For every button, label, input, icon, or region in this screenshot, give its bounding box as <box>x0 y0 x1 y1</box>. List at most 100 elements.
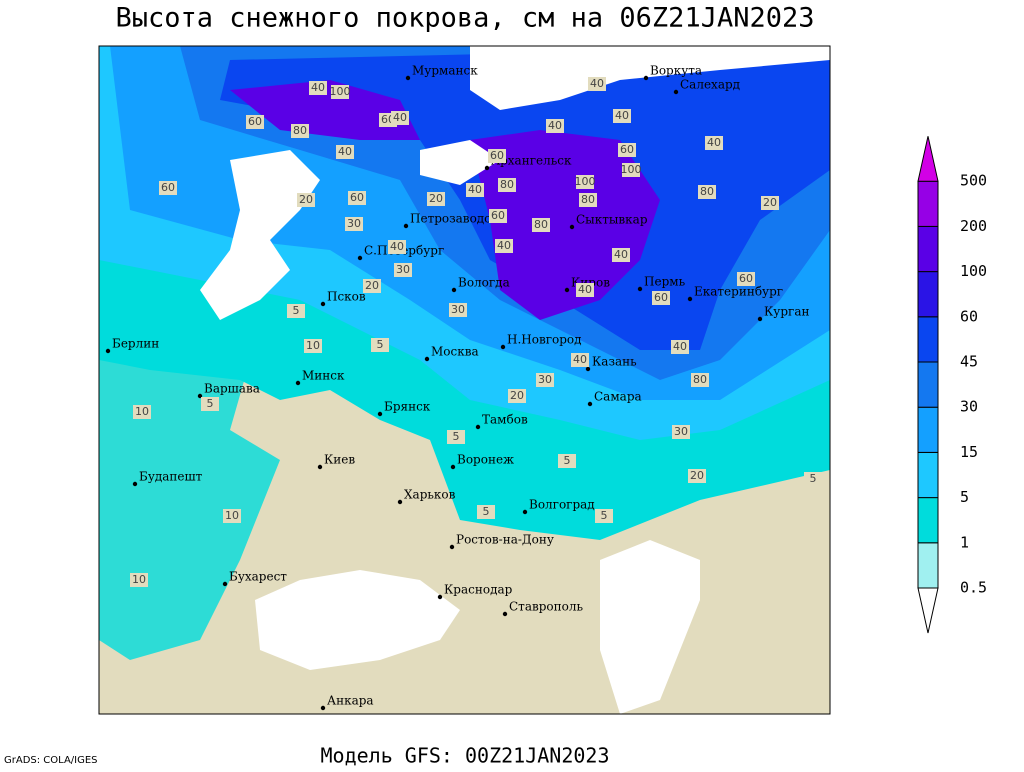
city-label: Будапешт <box>139 470 203 484</box>
contour-label-box <box>705 136 723 150</box>
city-label: Салехард <box>680 78 740 92</box>
contour-label: 100 <box>575 175 596 188</box>
city-dot <box>424 356 430 362</box>
contour-label: 40 <box>615 109 629 122</box>
contour-label: 5 <box>207 397 214 410</box>
contour-label-box <box>388 240 406 254</box>
colorbar-label: 5 <box>960 488 969 506</box>
city-label: Тамбов <box>482 413 528 427</box>
contour-label-box <box>737 272 755 286</box>
contour-label: 40 <box>497 239 511 252</box>
city-label: Ставрополь <box>509 600 583 614</box>
colorbar-label: 500 <box>960 172 987 190</box>
city-label: Варшава <box>204 382 260 396</box>
contour-label-box <box>477 505 495 519</box>
city-dot <box>437 594 443 600</box>
contour-label-box <box>287 304 305 318</box>
contour-label: 5 <box>377 338 384 351</box>
contour-label: 20 <box>299 193 313 206</box>
snow-100 <box>470 130 660 320</box>
contour-label-box <box>495 239 513 253</box>
contour-label: 10 <box>135 405 149 418</box>
city-label: Мурманск <box>412 64 478 78</box>
contour-label-box <box>671 340 689 354</box>
city-label: Самара <box>594 390 642 404</box>
contour-label: 40 <box>548 119 562 132</box>
contour-label-box <box>291 124 309 138</box>
baltic-sea <box>200 150 320 320</box>
contour-label-box <box>466 183 484 197</box>
contour-label: 40 <box>673 340 687 353</box>
contour-label-box <box>618 143 636 157</box>
city-dot <box>132 481 138 487</box>
contour-label: 100 <box>330 85 351 98</box>
contour-label-box <box>348 191 366 205</box>
colorbar-band <box>917 271 939 318</box>
contour-label-box <box>588 77 606 91</box>
contour-label-box <box>579 193 597 207</box>
contour-label: 5 <box>483 505 490 518</box>
city-dot <box>377 411 383 417</box>
contour-label: 40 <box>614 248 628 261</box>
contour-label: 60 <box>248 115 262 128</box>
contour-label-box <box>159 181 177 195</box>
contour-label-box <box>672 425 690 439</box>
contour-label-box <box>595 509 613 523</box>
city-dot <box>673 89 679 95</box>
contour-label-box <box>391 111 409 125</box>
city-label: Харьков <box>404 488 456 502</box>
colorbar-band <box>917 542 939 589</box>
contour-label: 20 <box>429 192 443 205</box>
contour-label: 10 <box>225 509 239 522</box>
city-dot <box>522 509 528 515</box>
contour-label-box <box>331 85 349 99</box>
contour-label-box <box>498 178 516 192</box>
contour-label: 40 <box>707 136 721 149</box>
footer-model: Модель GFS: 00Z21JAN2023 <box>321 744 610 768</box>
contour-label: 20 <box>763 196 777 209</box>
contour-label-box <box>652 291 670 305</box>
contour-label-box <box>449 303 467 317</box>
snow-west <box>99 300 280 660</box>
city-label: Петрозаводск <box>410 212 499 226</box>
contour-label: 5 <box>601 509 608 522</box>
colorbar-label: 30 <box>960 398 978 416</box>
city-label: Сыктывкар <box>576 213 648 227</box>
contour-label-box <box>133 405 151 419</box>
city-label: Пермь <box>644 275 686 289</box>
contour-label: 5 <box>810 472 817 485</box>
colorbar-label: 1 <box>960 533 969 551</box>
contour-label: 60 <box>620 143 634 156</box>
contour-label: 5 <box>453 430 460 443</box>
colorbar-band <box>917 180 939 227</box>
contour-label-box <box>688 469 706 483</box>
contour-label: 40 <box>590 77 604 90</box>
contour-label: 80 <box>581 193 595 206</box>
colorbar-band <box>917 361 939 408</box>
contour-label: 40 <box>573 353 587 366</box>
contour-label: 80 <box>693 373 707 386</box>
barents-sea <box>470 46 830 110</box>
contour-label-box <box>363 279 381 293</box>
city-dot <box>643 75 649 81</box>
city-dot <box>403 223 409 229</box>
city-label: Екатеринбург <box>694 285 783 299</box>
contour-label: 80 <box>293 124 307 137</box>
colorbar-label: 15 <box>960 443 978 461</box>
contour-label-box <box>336 145 354 159</box>
city-label: Вологда <box>458 276 510 290</box>
contour-label: 100 <box>621 163 642 176</box>
city-label: Воркута <box>650 64 702 78</box>
city-dot <box>500 344 506 350</box>
city-dot <box>320 301 326 307</box>
colorbar-band <box>917 497 939 544</box>
city-label: Киев <box>324 453 355 467</box>
contour-label: 10 <box>306 339 320 352</box>
contour-label: 20 <box>510 389 524 402</box>
contour-label-box <box>130 573 148 587</box>
contour-label-box <box>576 175 594 189</box>
city-dot <box>687 296 693 302</box>
contour-label: 60 <box>161 181 175 194</box>
contour-label-box <box>223 509 241 523</box>
